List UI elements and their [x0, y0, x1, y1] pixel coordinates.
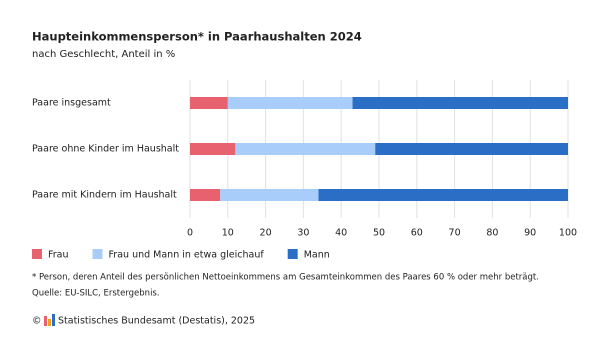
- bar-segment: [190, 97, 228, 109]
- x-tick-label: 60: [411, 228, 423, 239]
- x-tick-label: 30: [297, 228, 309, 239]
- source: Quelle: EU-SILC, Erstergebnis.: [32, 289, 160, 299]
- x-tick-label: 0: [187, 228, 193, 239]
- x-tick-label: 40: [335, 228, 347, 239]
- legend-swatch: [92, 249, 103, 259]
- y-tick-label: Paare mit Kindern im Haushalt: [32, 190, 177, 201]
- bar-segment: [375, 143, 568, 155]
- x-tick-label: 90: [524, 228, 536, 239]
- x-tick-label: 20: [260, 228, 272, 239]
- chart-title: Haupteinkommensperson* in Paarhaushalten…: [32, 30, 362, 44]
- legend-swatch: [32, 249, 42, 259]
- x-tick-label: 100: [559, 228, 577, 239]
- copyright: Statistisches Bundesamt (Destatis), 2025: [58, 316, 255, 327]
- bar-segment: [318, 189, 568, 201]
- bar-segment: [227, 97, 353, 109]
- bar-segment: [190, 143, 236, 155]
- y-tick-label: Paare insgesamt: [32, 98, 111, 109]
- bar-segment: [352, 97, 568, 109]
- bar-segment: [190, 189, 221, 201]
- legend-label: Frau: [48, 250, 69, 261]
- bar-segment: [235, 143, 376, 155]
- logo: [44, 314, 55, 326]
- bar-segment: [220, 189, 319, 201]
- y-tick-label: Paare ohne Kinder im Haushalt: [32, 144, 179, 155]
- x-tick-label: 80: [486, 228, 498, 239]
- legend-label: Mann: [304, 250, 330, 261]
- x-tick-label: 50: [373, 228, 385, 239]
- chart-subtitle: nach Geschlecht, Anteil in %: [32, 49, 175, 60]
- footnote: * Person, deren Anteil des persönlichen …: [32, 273, 539, 283]
- x-tick-label: 10: [222, 228, 234, 239]
- x-tick-label: 70: [449, 228, 461, 239]
- copyright-symbol: ©: [32, 316, 42, 327]
- legend-swatch: [287, 249, 298, 259]
- legend-label: Frau und Mann in etwa gleichauf: [109, 250, 265, 261]
